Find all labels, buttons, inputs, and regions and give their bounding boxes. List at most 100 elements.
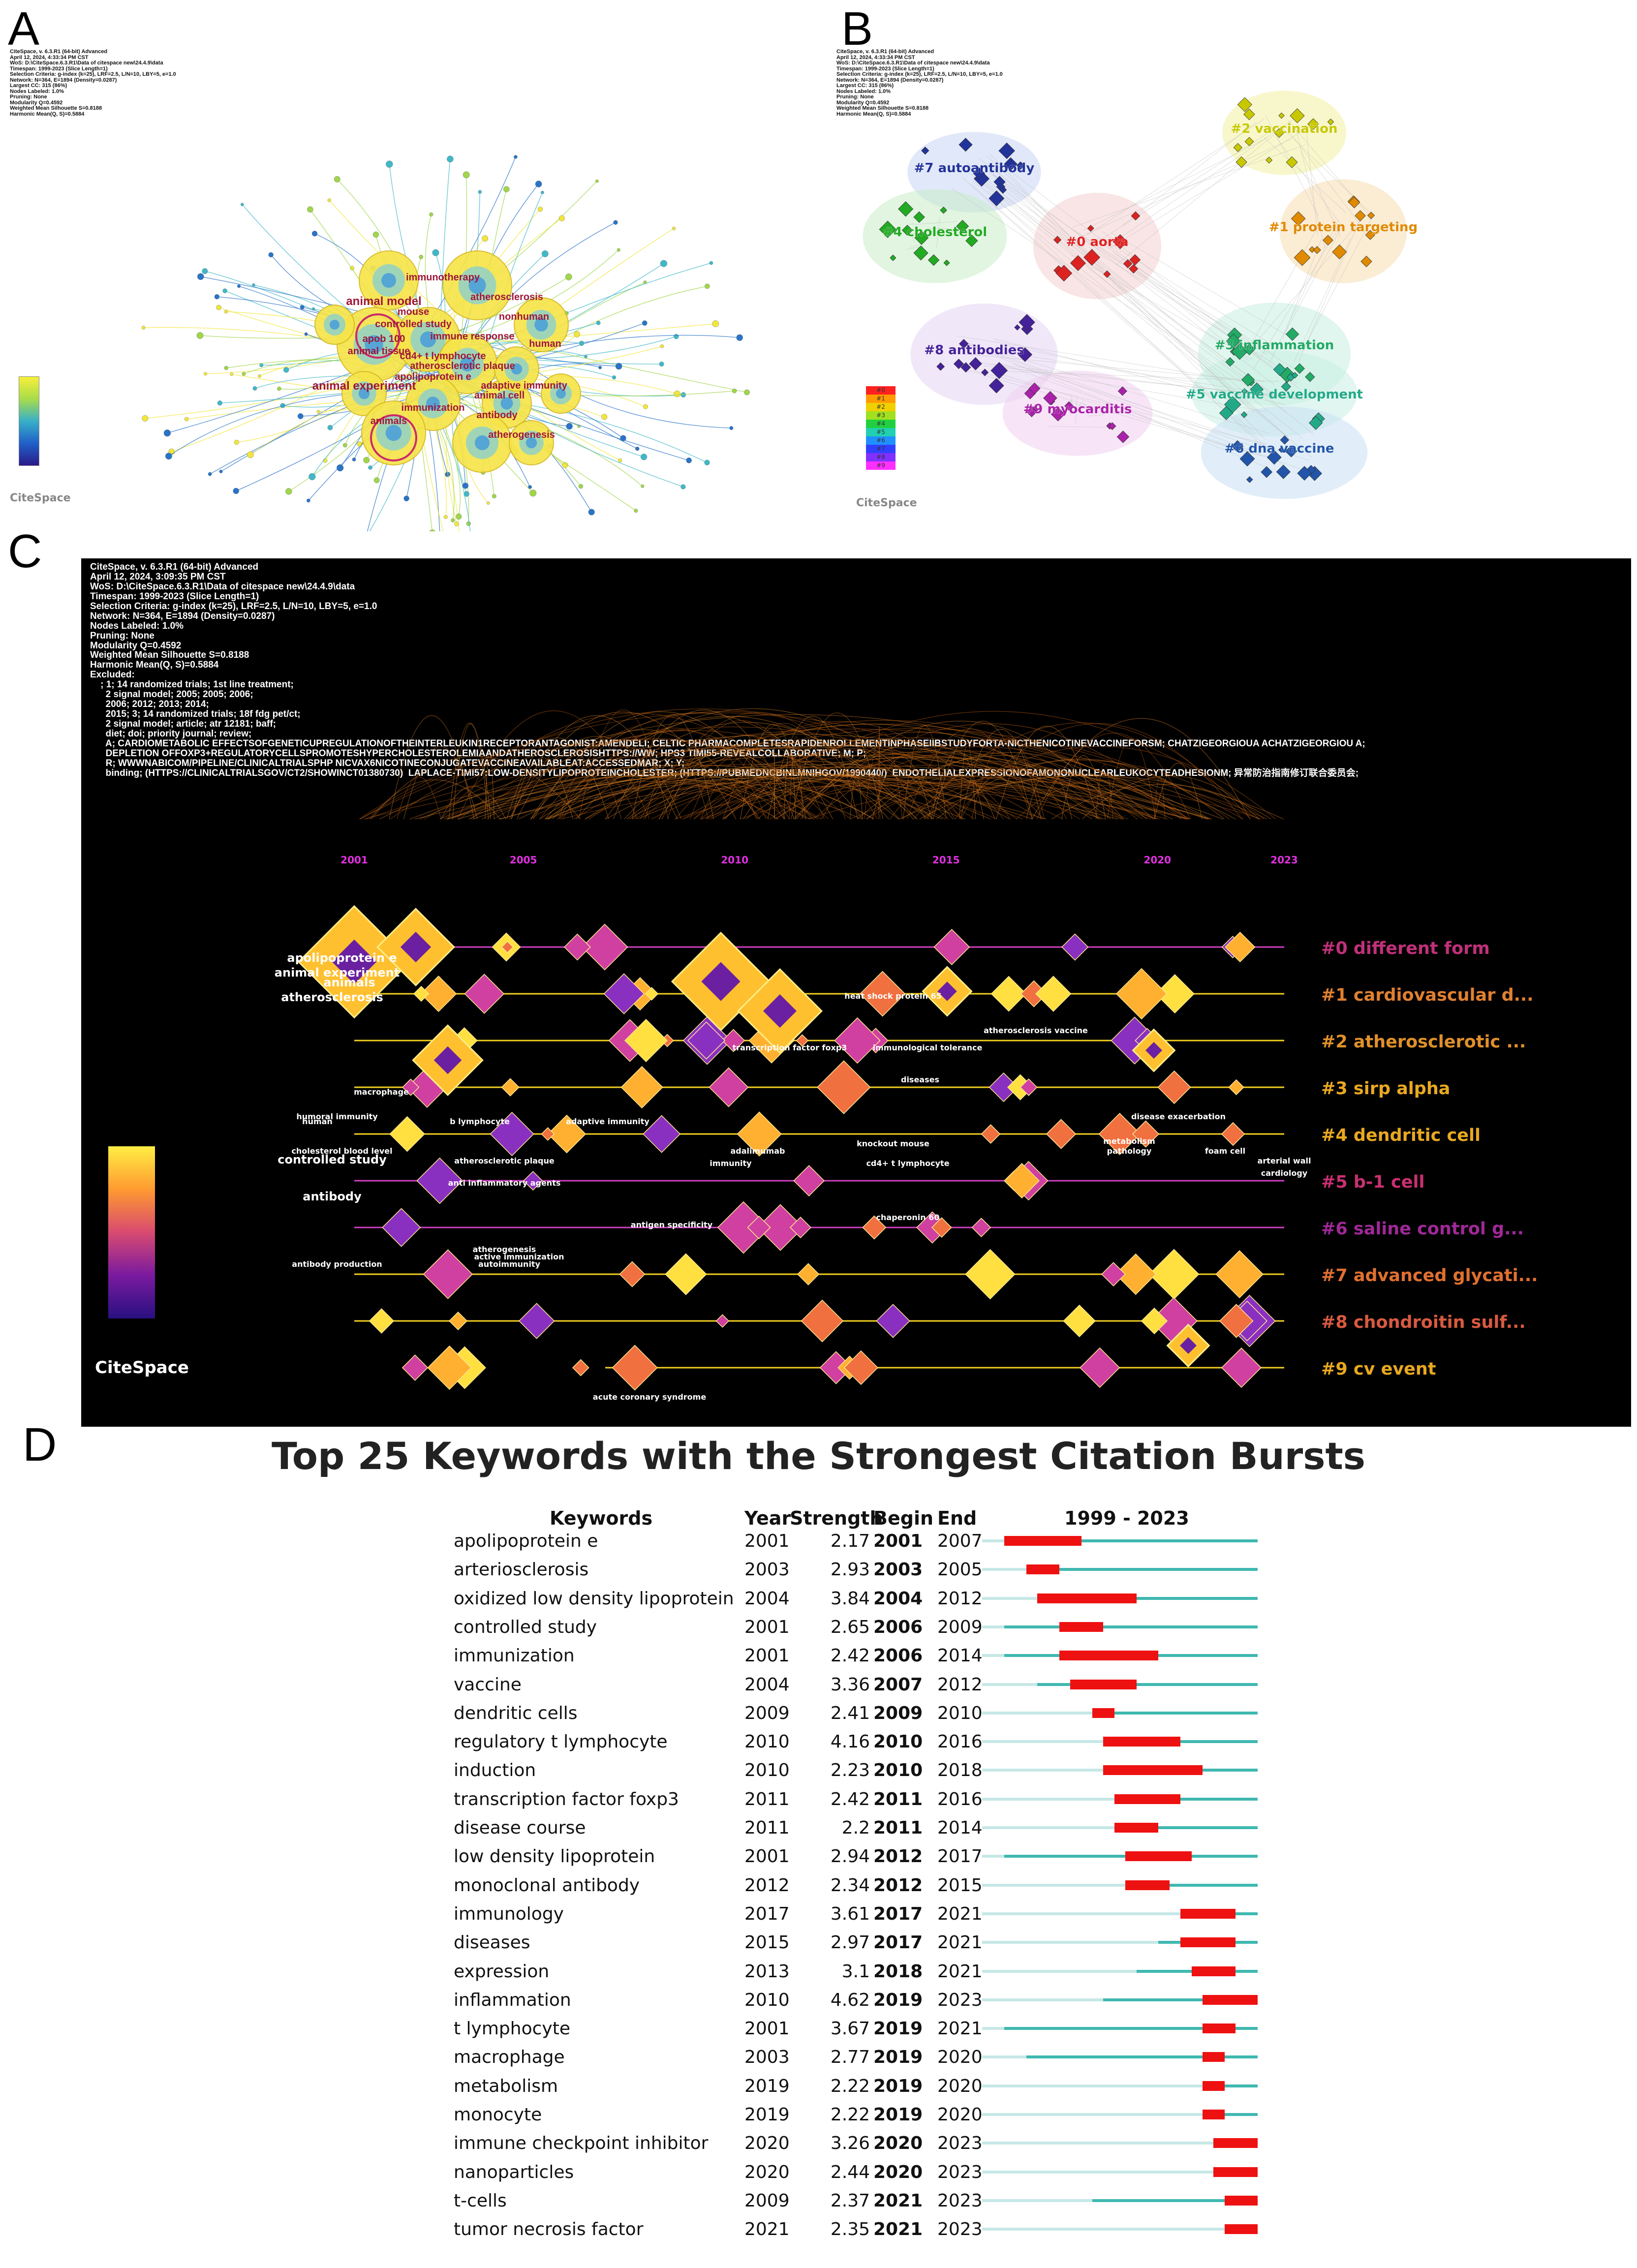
node	[565, 274, 572, 280]
panel-b-cluster-legend: #0 #1 #2 #3 #4 #5 #6 #7 #8 #9	[866, 386, 896, 470]
strength-cell: 4.62	[830, 1990, 870, 2010]
keyword-label: cd4+ t lymphocyte	[400, 351, 486, 362]
cluster-node	[1266, 450, 1282, 465]
legend-entry: #1	[866, 395, 896, 403]
year-cell: 2001	[744, 1846, 790, 1867]
burst-timeline-inactive	[982, 2142, 1214, 2145]
node	[617, 248, 620, 252]
burst-bar	[1059, 1651, 1159, 1661]
year-label: 2010	[721, 854, 748, 866]
node	[709, 261, 713, 265]
node-core	[381, 273, 396, 288]
cluster-label: #0 aorta	[1066, 235, 1128, 249]
timeline-arc	[773, 746, 775, 820]
c-header-line: April 12, 2024, 3:09:35 PM CST	[90, 571, 226, 582]
timeline-node	[990, 976, 1027, 1012]
cluster-node	[1266, 156, 1273, 164]
cluster-node	[943, 259, 950, 266]
edge	[1084, 403, 1087, 414]
node-label: animal experiment	[275, 966, 400, 980]
cluster-node	[898, 201, 914, 217]
timeline-arc	[857, 755, 1147, 820]
node	[618, 458, 622, 462]
timeline-node	[1215, 1250, 1264, 1298]
panel-c-time-legend	[108, 1146, 155, 1318]
burst-bar	[1125, 1851, 1192, 1862]
edge	[1306, 129, 1318, 236]
timeline-node	[501, 941, 514, 953]
edge	[485, 323, 716, 343]
burst-bar	[1203, 2110, 1225, 2119]
edge	[970, 183, 1256, 434]
node	[242, 372, 246, 376]
burst-timeline-inactive	[982, 1855, 1004, 1858]
timeline-arc	[533, 711, 790, 820]
timeline-arc	[674, 782, 1124, 820]
cluster-node	[1239, 451, 1255, 467]
c-header-line: Nodes Labeled: 1.0%	[90, 620, 184, 631]
begin-cell: 2020	[873, 2162, 923, 2182]
timeline-arc	[561, 780, 1168, 820]
cluster-node	[1241, 373, 1255, 387]
b-header-line: Modularity Q=0.4592	[836, 99, 890, 106]
timeline-node	[619, 1261, 646, 1287]
timeline-arc	[743, 742, 926, 820]
timeline-arc	[722, 723, 846, 820]
timeline-arc	[775, 739, 1230, 820]
cluster-node	[1278, 446, 1285, 453]
node	[443, 515, 448, 519]
burst-timeline-active	[1103, 1740, 1258, 1744]
node	[386, 160, 393, 168]
node-label: arterial wall	[1258, 1156, 1311, 1165]
burst-timeline-active	[1026, 1568, 1258, 1571]
panel-label-d: D	[23, 1418, 57, 1471]
keyword-cell: immune checkpoint inhibitor	[454, 2133, 709, 2154]
timeline-arc	[585, 739, 1092, 820]
cluster-node	[1307, 118, 1319, 130]
cluster-node	[1360, 255, 1372, 268]
end-cell: 2005	[937, 1560, 983, 1580]
cluster-node	[901, 224, 913, 236]
strength-cell: 2.22	[830, 2105, 870, 2125]
begin-cell: 2004	[873, 1588, 923, 1609]
burst-bar	[1203, 2081, 1225, 2091]
node	[447, 155, 454, 163]
cluster-node	[1108, 422, 1116, 430]
cluster-label: #9 cv event	[1321, 1359, 1436, 1379]
timeline-arc	[849, 775, 863, 820]
burst-timeline-inactive	[982, 2055, 1026, 2059]
year-cell: 2013	[744, 1961, 790, 1982]
node-label: pathology	[1107, 1146, 1152, 1156]
timeline-node	[1225, 931, 1256, 963]
burst-bar	[1114, 1794, 1181, 1804]
cluster-node	[1026, 406, 1038, 417]
begin-cell: 2011	[873, 1818, 923, 1838]
timeline-node	[801, 1299, 844, 1343]
hub-core	[433, 1046, 462, 1074]
node	[558, 215, 565, 221]
node-core	[420, 331, 436, 348]
node-label: adaptive immunity	[566, 1117, 649, 1126]
timeline-arc	[701, 776, 1207, 820]
timeline-arc	[932, 721, 1033, 820]
a-header-line: April 12, 2024, 4:33:34 PM CST	[10, 54, 89, 61]
timeline-arc	[629, 781, 874, 820]
node	[712, 320, 719, 327]
node	[584, 355, 587, 359]
cluster-node	[969, 357, 982, 370]
node	[643, 404, 648, 409]
node	[224, 366, 228, 370]
node-core	[556, 389, 566, 398]
burst-timeline-active	[1004, 2027, 1258, 2030]
timeline-arc	[552, 708, 954, 820]
panel-label-b: B	[841, 2, 873, 55]
node	[372, 231, 379, 238]
year-cell: 2009	[744, 2190, 790, 2211]
timeline-node	[518, 1303, 555, 1339]
strength-cell: 2.93	[830, 1560, 870, 1580]
keyword-cell: diseases	[454, 1932, 530, 1953]
edge	[961, 353, 1265, 382]
end-cell: 2020	[937, 2047, 983, 2068]
legend-entry: #0	[866, 386, 896, 395]
begin-cell: 2021	[873, 2190, 923, 2211]
